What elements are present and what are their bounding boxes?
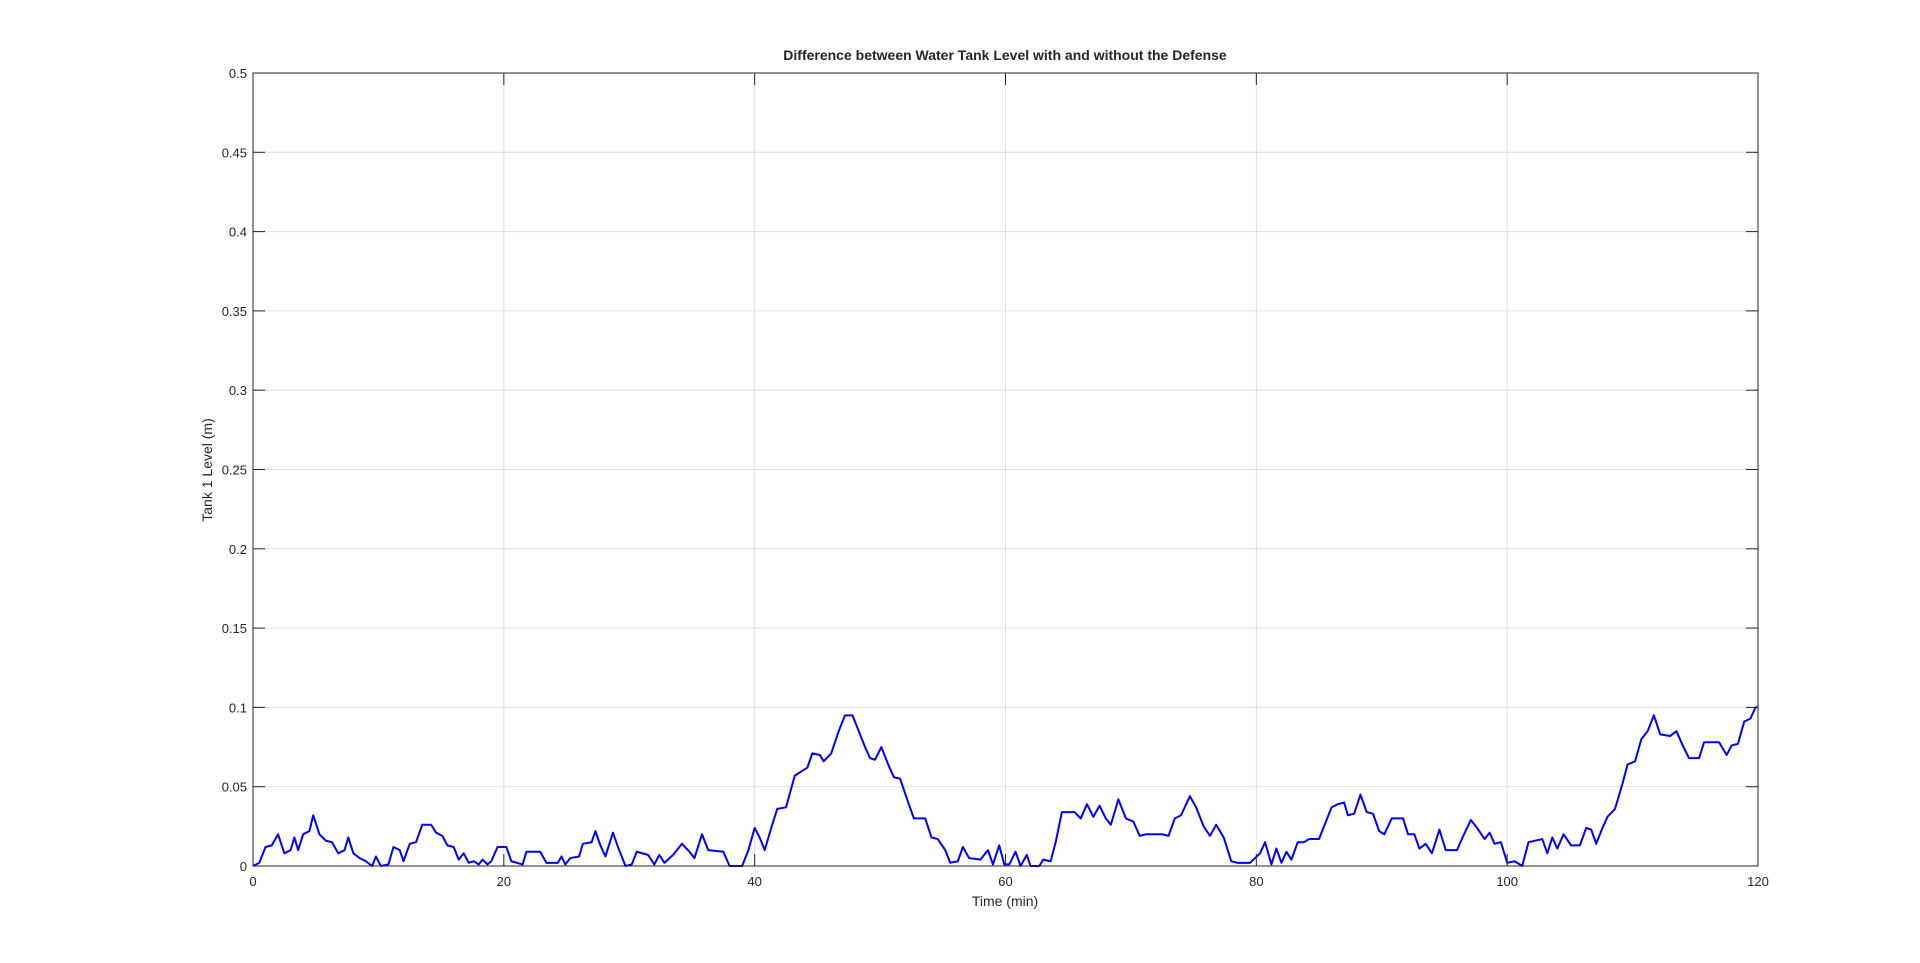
chart-title: Difference between Water Tank Level with… bbox=[783, 47, 1227, 63]
x-tick-label: 20 bbox=[497, 874, 511, 889]
x-tick-label: 120 bbox=[1747, 874, 1769, 889]
y-tick-label: 0.45 bbox=[222, 145, 247, 160]
x-axis-label: Time (min) bbox=[972, 893, 1038, 909]
y-tick-label: 0.05 bbox=[222, 780, 247, 795]
x-tick-label: 0 bbox=[249, 874, 256, 889]
y-tick-label: 0.25 bbox=[222, 463, 247, 478]
y-tick-label: 0.3 bbox=[229, 383, 247, 398]
y-tick-label: 0.35 bbox=[222, 304, 247, 319]
y-axis-label: Tank 1 Level (m) bbox=[199, 418, 215, 521]
data-line bbox=[252, 706, 1758, 867]
x-tick-label: 80 bbox=[1249, 874, 1263, 889]
y-tick-label: 0.15 bbox=[222, 621, 247, 636]
y-tick-label: 0 bbox=[240, 859, 247, 874]
x-tick-label: 60 bbox=[998, 874, 1012, 889]
y-tick-label: 0.1 bbox=[229, 700, 247, 715]
y-tick-label: 0.4 bbox=[229, 225, 247, 240]
y-tick-label: 0.2 bbox=[229, 542, 247, 557]
x-tick-label: 40 bbox=[747, 874, 761, 889]
x-tick-label: 100 bbox=[1496, 874, 1518, 889]
y-tick-label: 0.5 bbox=[229, 66, 247, 81]
